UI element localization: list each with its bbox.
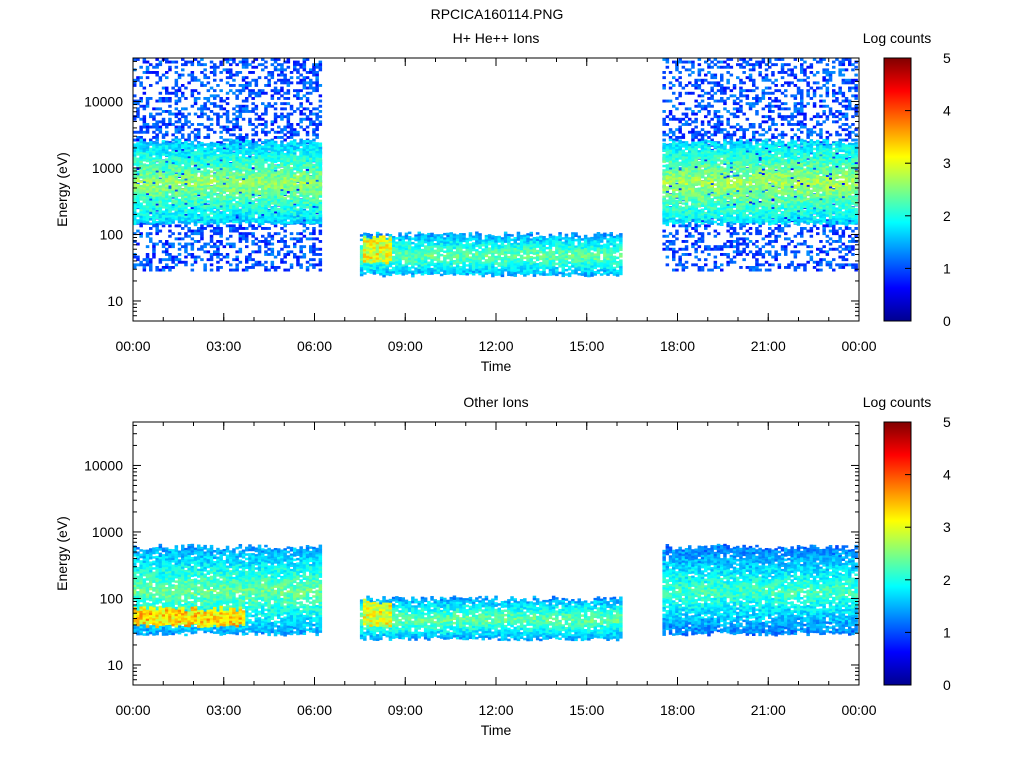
y-tick-label: 10000 [84,93,123,109]
x-tick-label: 18:00 [660,338,695,354]
heatmap-region-4 [362,235,392,265]
heatmap-region-3 [359,231,623,278]
x-tick-label: 06:00 [297,338,332,354]
y-tick-label: 100 [100,590,124,606]
colorbar-tick-label: 4 [943,467,951,483]
colorbar-tick-label: 1 [943,624,951,640]
colorbar-label: Log counts [863,30,932,46]
heatmap-region-2 [133,138,323,227]
y-axis-label: Energy (eV) [54,152,70,227]
y-tick-label: 1000 [92,160,123,176]
panel-title: Other Ions [463,394,528,410]
y-tick-label: 10 [107,657,123,673]
y-tick-label: 100 [100,226,124,242]
colorbar: Log counts 0 1 2 3 4 5 [863,394,951,693]
x-tick-label: 21:00 [751,702,786,718]
colorbar-scale [883,57,912,322]
panel-1: H+ He++ Ions 00:00 03:00 06:00 09:00 12:00 15:… [54,30,951,374]
x-tick-label: 18:00 [660,702,695,718]
spectrogram [133,543,858,642]
x-tick-label: 15:00 [569,702,604,718]
x-tick-label: 12:00 [478,702,513,718]
colorbar-tick-label: 2 [943,208,951,224]
colorbar-tick-label: 3 [943,155,951,171]
panel-title: H+ He++ Ions [453,30,540,46]
y-axis: 10 100 1000 10000 Energy (eV) [54,424,859,681]
colorbar-tick-label: 1 [943,260,951,276]
x-tick-label: 15:00 [569,338,604,354]
x-axis-label: Time [481,358,512,374]
x-axis: 00:00 03:00 06:00 09:00 12:00 15:00 18:00 21:00… [115,58,877,374]
x-tick-label: 12:00 [478,338,513,354]
y-axis: 10 100 1000 10000 Energy (eV) [54,60,859,317]
x-axis: 00:00 03:00 06:00 09:00 12:00 15:00 18:00 21:00… [115,422,877,738]
x-tick-label: 09:00 [388,702,423,718]
y-tick-label: 10 [107,293,123,309]
colorbar-tick-label: 2 [943,572,951,588]
colorbar-tick-label: 0 [943,677,951,693]
spectrogram [133,58,858,278]
x-tick-label: 06:00 [297,702,332,718]
colorbar-scale [883,421,912,686]
x-tick-label: 03:00 [206,702,241,718]
colorbar: Log counts 0 1 2 3 4 5 [863,30,951,329]
heatmap-region-6 [662,138,858,227]
colorbar-label: Log counts [863,394,932,410]
y-axis-label: Energy (eV) [54,516,70,591]
colorbar-tick-label: 3 [943,519,951,535]
y-tick-label: 1000 [92,524,123,540]
x-tick-label: 09:00 [388,338,423,354]
heatmap-region-2 [133,605,246,629]
colorbar-tick-label: 4 [943,103,951,119]
x-axis-label: Time [481,722,512,738]
figure-title: RPCICA160114.PNG [431,6,564,22]
x-tick-label: 00:00 [115,338,150,354]
x-tick-label: 21:00 [751,338,786,354]
heatmap-region-5 [662,543,858,637]
colorbar-tick-label: 5 [943,50,951,66]
x-tick-label: 03:00 [206,338,241,354]
x-tick-label: 00:00 [841,338,876,354]
y-tick-label: 10000 [84,457,123,473]
colorbar-tick-label: 5 [943,414,951,430]
x-tick-label: 00:00 [115,702,150,718]
heatmap-region-4 [362,598,392,628]
panel-2: Other Ions 00:00 03:00 06:00 09:00 12:00 15:00… [54,394,951,738]
heatmap-region-3 [359,595,623,642]
x-tick-label: 00:00 [841,702,876,718]
colorbar-tick-label: 0 [943,313,951,329]
